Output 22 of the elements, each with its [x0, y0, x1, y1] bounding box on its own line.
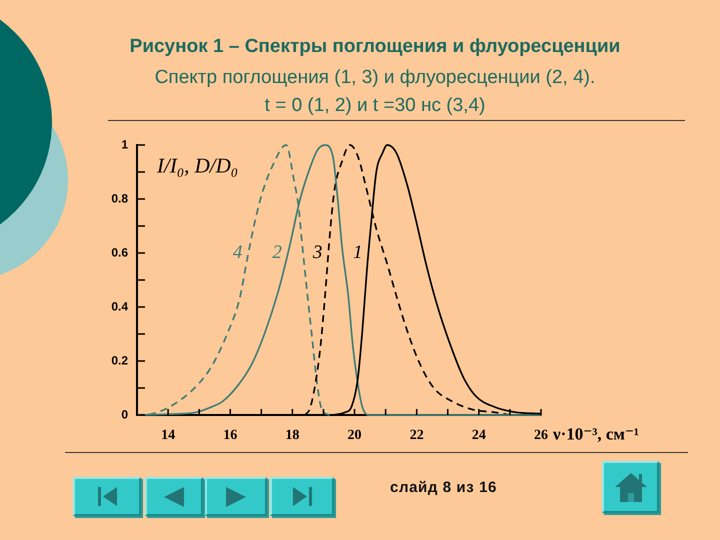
y-tick-label: 1: [121, 137, 128, 152]
chart-subtitle: Спектр поглощения (1, 3) и флуоресценции (2, 4). t = 0 (1, 2) и t =30 нс (3,4): [154, 66, 596, 118]
series-label: 4: [232, 242, 243, 263]
x-tick-label: 24: [472, 428, 486, 444]
y-tick-label: 0: [121, 407, 128, 422]
y-axis-title: I/I₀, D/D₀: [156, 154, 238, 178]
text: слайд 8 из 16: [390, 479, 497, 496]
series-label: 1: [352, 242, 362, 263]
x-tick-label: 14: [161, 428, 176, 444]
series-label: 2: [272, 242, 282, 263]
series-label: 3: [312, 242, 322, 263]
x-tick-label: 20: [348, 428, 362, 444]
x-tick-label: 22: [410, 428, 424, 444]
y-tick-label: 0.8: [111, 191, 128, 206]
x-tick-label: 16: [223, 428, 238, 444]
chart-title: Рисунок 1 – Спектры поглощения и флуоресценции: [128, 36, 622, 58]
x-tick-label: 18: [285, 428, 300, 444]
y-tick-label: 0.2: [111, 353, 128, 368]
y-tick-label: 0.4: [111, 299, 128, 314]
x-tick-label: 26: [534, 428, 548, 444]
x-axis-title: ν·10⁻³, см⁻¹: [552, 424, 640, 444]
y-tick-label: 0.6: [111, 245, 128, 260]
